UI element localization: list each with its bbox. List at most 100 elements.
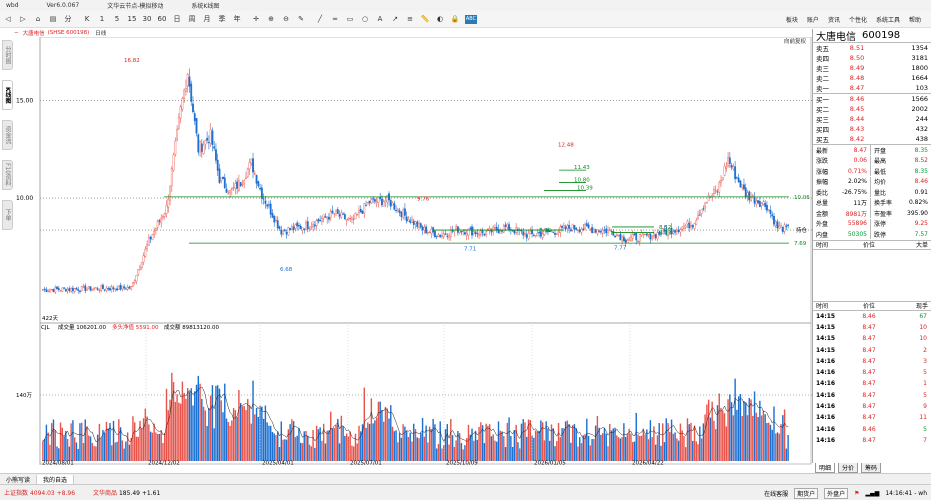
asks-row[interactable]: 卖五 8.51 1354 [813,43,931,53]
candle-body [296,222,299,227]
candle-body [264,200,267,204]
tab-chips[interactable]: 筹码 [861,463,882,473]
volume-bar [787,434,789,461]
tick-volume: 11 [919,414,927,422]
candle-body [658,231,661,235]
volume-bar [660,445,662,461]
quote-row: 总量 11万 换手率 0.82% [813,197,931,209]
candle-body [573,225,576,229]
season-icon[interactable]: 季 [218,15,226,23]
candle-body [591,227,594,233]
online-service[interactable]: 在线客服 [764,490,789,498]
volume-bar [202,406,205,461]
bids-row[interactable]: 买四 8.43 432 [813,124,931,134]
candle-body [435,236,438,238]
side-tab-fundflow[interactable]: 资金流 [2,120,13,150]
candle-body [204,140,207,145]
hour-icon[interactable]: 60 [157,15,167,23]
home-icon[interactable]: ⌂ [35,15,41,23]
bids-row[interactable]: 买一 8.46 1566 [813,94,931,104]
system-label: 系统K线图 [191,3,220,10]
quote-row: 委比 -26.75% 量比 0.91 [813,187,931,198]
thirty-icon[interactable]: 30 [142,15,152,23]
rect-icon[interactable]: ▭ [346,15,354,23]
candle-body [612,231,615,236]
volume-bar [688,424,690,461]
volume-bar [524,422,526,461]
volume-bar [402,424,404,461]
week-icon[interactable]: 周 [188,15,196,23]
five-icon[interactable]: 5 [114,15,120,23]
fib-icon[interactable]: ≡ [407,15,413,23]
day-icon[interactable]: 日 [173,15,181,23]
lock-icon[interactable]: 🔒 [450,15,460,23]
kline-icon[interactable]: K [84,15,90,23]
bids-row[interactable]: 买五 8.42 438 [813,134,931,144]
chart-period[interactable]: 日线 [95,31,107,37]
external-account-button[interactable]: 外盘户 [824,487,849,499]
volume-bar [594,425,597,461]
circle-icon[interactable]: ○ [361,15,369,23]
year-icon[interactable]: 年 [233,15,241,23]
asks-row[interactable]: 卖四 8.50 3181 [813,53,931,63]
tab-detail[interactable]: 明细 [815,463,836,473]
month-icon[interactable]: 月 [203,15,211,23]
volume-bar [375,417,378,461]
menu-sector[interactable]: 板块 [785,17,798,24]
volume-bar [307,435,309,461]
tab-price-dist[interactable]: 分价 [838,463,859,473]
bids-row[interactable]: 买三 8.44 244 [813,114,931,124]
zoom-in-icon[interactable]: ⊕ [268,15,274,23]
candle-body [124,288,127,290]
tab-xiaoxiong[interactable]: 小熊写读 [0,474,38,484]
quote-icon[interactable]: ▤ [49,15,57,23]
one-icon[interactable]: 1 [99,15,105,23]
menu-system-tools[interactable]: 系统工具 [875,17,900,24]
candle-body [713,189,715,194]
line-icon[interactable]: ╱ [317,15,323,23]
volume-bar [458,433,461,461]
asks-row[interactable]: 卖二 8.48 1664 [813,73,931,83]
side-tab-timeshare[interactable]: 分时图 [2,40,13,70]
candle-body [47,290,50,292]
side-tab-f10[interactable]: F10资料 [2,160,13,190]
volume-bar [199,383,201,461]
tick-row: 14:16 8.47 5 [813,367,931,378]
tab-watchlist[interactable]: 我的自选 [37,474,75,484]
ruler-icon[interactable]: 📏 [420,15,430,23]
arrow-icon[interactable]: ↗ [392,15,398,23]
side-tab-order[interactable]: 下单 [2,200,13,230]
menu-news[interactable]: 资讯 [827,17,840,24]
candle-body [287,227,290,236]
bids-row[interactable]: 买二 8.45 2002 [813,104,931,114]
volume-bar [573,424,576,461]
time-share-icon[interactable]: 分 [64,15,72,23]
volume-bar [746,415,749,461]
volume-bar [497,421,500,461]
forward-icon[interactable]: ▷ [20,15,26,23]
menu-help[interactable]: 帮助 [908,17,921,24]
hide-icon[interactable]: ◐ [436,15,444,23]
draw-icon[interactable]: ✎ [298,15,304,23]
zoom-out-icon[interactable]: ⊖ [283,15,289,23]
volume-bar [446,424,448,461]
volume-bar [330,411,332,461]
menu-account[interactable]: 账户 [806,17,819,24]
crosshair-icon[interactable]: ✛ [253,15,259,23]
channel-icon[interactable]: ═ [332,15,338,23]
fifteen-icon[interactable]: 15 [127,15,137,23]
abc-button[interactable]: ABC [465,14,477,24]
rescale-label[interactable]: 向前复权 [784,39,807,45]
minus-icon[interactable]: − [14,30,19,36]
side-tab-kline[interactable]: K线图 [2,80,13,110]
text-icon[interactable]: A [377,15,383,23]
back-icon[interactable]: ◁ [5,15,11,23]
futures-account-button[interactable]: 期货户 [794,487,819,499]
asks-row[interactable]: 卖一 8.47 103 [813,83,931,93]
candle-body [319,220,322,222]
volume-bar [236,416,238,461]
menu-personalize[interactable]: 个性化 [848,17,867,24]
asks-row[interactable]: 卖三 8.49 1800 [813,63,931,73]
kline-chart[interactable]: 15.00 10.00 10.06 7.69 16.82 6.68 12.48 11.43 10… [14,37,812,465]
volume-bar [75,442,78,461]
